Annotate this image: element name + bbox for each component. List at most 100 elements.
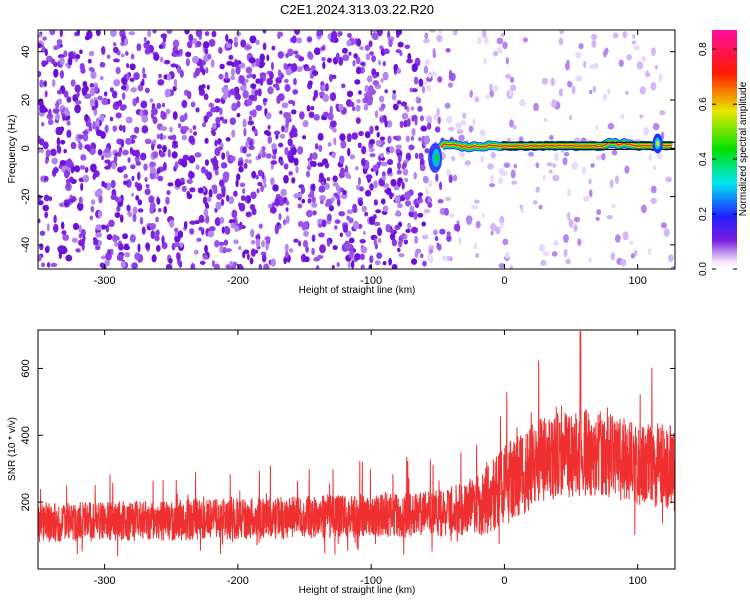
spectrogram-cell [439,228,446,235]
spectrogram-cell [445,48,451,53]
spectrogram-cell [114,212,121,219]
spectrogram-cell [263,263,270,269]
spectrogram-cell [65,254,73,262]
spectrogram-cell [261,253,267,263]
spectrogram-cell [207,230,215,238]
spectrogram-cell [228,219,236,224]
spectrogram-cell [270,61,274,71]
spectrogram-cell [375,139,382,147]
spectrogram-cell [595,155,603,161]
spectrogram-cell [242,188,246,195]
spectrogram-cell [342,224,348,233]
spectrogram-cell [339,31,343,37]
spectrogram-cell [368,147,375,152]
spectrogram-cell [238,62,246,69]
spectrogram-cell [190,262,196,269]
spectrogram-cell [481,30,487,38]
spectrogram-cell [156,197,161,205]
spectrogram-cell [606,214,613,220]
spectrogram-cell [625,90,629,96]
spectrogram-cell [115,112,122,119]
spectrogram-cell [403,239,409,245]
spectrogram-cell [427,254,431,261]
spectrogram-cell [355,184,361,191]
spectrogram-cell [144,177,148,183]
spectrogram-cell [99,262,105,268]
spectrogram-cell [137,208,144,213]
spectrogram-cell [157,208,162,213]
spectrogram-cell [47,119,54,126]
spectrogram-cell [266,112,272,119]
spectrogram-cell [88,50,95,57]
spectrogram-cell [123,245,131,251]
spectrogram-cell [414,235,419,244]
spectrogram-cell [404,234,408,240]
spectrogram-cell [41,44,45,52]
spectrogram-cell [152,151,159,159]
spectrogram-cell [273,130,281,136]
spectrogram-cell [165,196,170,205]
spectrogram-cell [316,30,323,37]
spectrogram-cell [321,219,327,228]
spectrogram-cell [40,148,44,154]
spectrogram-cell [451,155,456,162]
spectrogram-cell [46,262,51,268]
spectrogram-cell [519,99,526,107]
spectrogram-cell [361,205,367,213]
spectrogram-cell [236,31,242,37]
spectrogram-cell [66,129,72,139]
spectrogram-cell [292,89,299,95]
spectrogram-cell [447,82,454,88]
spectrogram-cell [267,136,273,144]
spectrogram-cell [429,30,436,33]
spectrogram-cell [119,214,124,223]
spectrogram-cell [543,251,550,256]
spectrogram-cell [97,149,103,156]
spectrogram-cell [379,45,384,50]
spectrogram-cell [650,81,657,91]
spectrogram-cell [417,105,423,112]
spectrogram-cell [84,166,89,173]
spectrogram-cell [38,200,44,206]
spectrogram-cell [347,147,351,157]
spectrogram-cell [160,126,168,131]
top-x-tick-label: -100 [360,275,382,287]
spectrogram-cell [45,149,51,158]
spectrogram-cell [282,219,287,226]
spectrogram-cell [488,183,496,188]
spectrogram-cell [283,174,289,184]
spectrogram-cell [171,143,179,149]
spectrogram-cell [607,122,615,130]
spectrogram-cell [659,110,666,116]
spectrogram-cell [43,194,50,202]
spectrogram-cell [204,159,209,166]
spectrogram-cell [189,220,197,225]
bottom-x-tick-label: 100 [629,575,647,587]
spectrogram-cell [177,123,182,129]
spectrogram-cell [422,260,427,267]
spectrogram-cell [285,250,289,259]
spectrogram-cell [293,238,299,243]
spectrogram-cell [611,204,616,209]
spectrogram-cell [645,72,651,78]
spectrogram-cell [112,46,119,54]
spectrogram-cell [137,84,144,92]
spectrogram-cell [269,206,277,214]
spectrogram-cell [95,224,102,231]
spectrogram-cell [337,189,341,196]
spectrogram-cell [38,33,42,38]
colorbar: 0.0 0.2 0.4 0.6 0.8 Normalized spectral ampl… [698,30,749,276]
spectrogram-cell [472,118,476,126]
spectrogram-cell [583,195,590,202]
spectrogram-cell [246,253,250,261]
spectrogram-cell [56,43,61,50]
spectrogram-cell [312,210,317,216]
spectrogram-cell [386,120,393,128]
spectrogram-cell [221,226,225,234]
spectrogram-cell [208,39,216,47]
spectrogram-cell [338,103,344,111]
spectrogram-cell [132,213,137,223]
spectrogram-cell [630,252,636,259]
spectrogram-cell [109,87,114,93]
spectrogram-cell [358,130,364,137]
